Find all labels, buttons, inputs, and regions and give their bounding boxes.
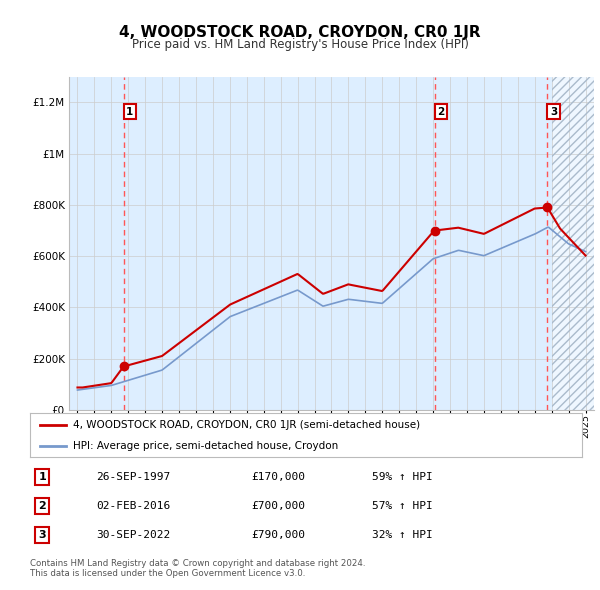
Text: 2: 2: [38, 501, 46, 511]
Text: £170,000: £170,000: [251, 471, 305, 481]
Text: 57% ↑ HPI: 57% ↑ HPI: [372, 501, 433, 511]
Text: £790,000: £790,000: [251, 530, 305, 540]
Text: 1: 1: [126, 107, 133, 117]
Text: 30-SEP-2022: 30-SEP-2022: [96, 530, 170, 540]
Text: 26-SEP-1997: 26-SEP-1997: [96, 471, 170, 481]
Bar: [551, 77, 594, 410]
Text: 3: 3: [550, 107, 557, 117]
Text: 59% ↑ HPI: 59% ↑ HPI: [372, 471, 433, 481]
Text: 1: 1: [38, 471, 46, 481]
Text: 4, WOODSTOCK ROAD, CROYDON, CR0 1JR (semi-detached house): 4, WOODSTOCK ROAD, CROYDON, CR0 1JR (sem…: [73, 421, 420, 430]
Text: 2: 2: [437, 107, 445, 117]
Text: 4, WOODSTOCK ROAD, CROYDON, CR0 1JR: 4, WOODSTOCK ROAD, CROYDON, CR0 1JR: [119, 25, 481, 40]
Text: 3: 3: [38, 530, 46, 540]
Text: Contains HM Land Registry data © Crown copyright and database right 2024.: Contains HM Land Registry data © Crown c…: [30, 559, 365, 568]
Text: Price paid vs. HM Land Registry's House Price Index (HPI): Price paid vs. HM Land Registry's House …: [131, 38, 469, 51]
Text: HPI: Average price, semi-detached house, Croydon: HPI: Average price, semi-detached house,…: [73, 441, 338, 451]
Text: This data is licensed under the Open Government Licence v3.0.: This data is licensed under the Open Gov…: [30, 569, 305, 578]
Text: 32% ↑ HPI: 32% ↑ HPI: [372, 530, 433, 540]
Text: £700,000: £700,000: [251, 501, 305, 511]
Bar: [551, 77, 594, 410]
Text: 02-FEB-2016: 02-FEB-2016: [96, 501, 170, 511]
